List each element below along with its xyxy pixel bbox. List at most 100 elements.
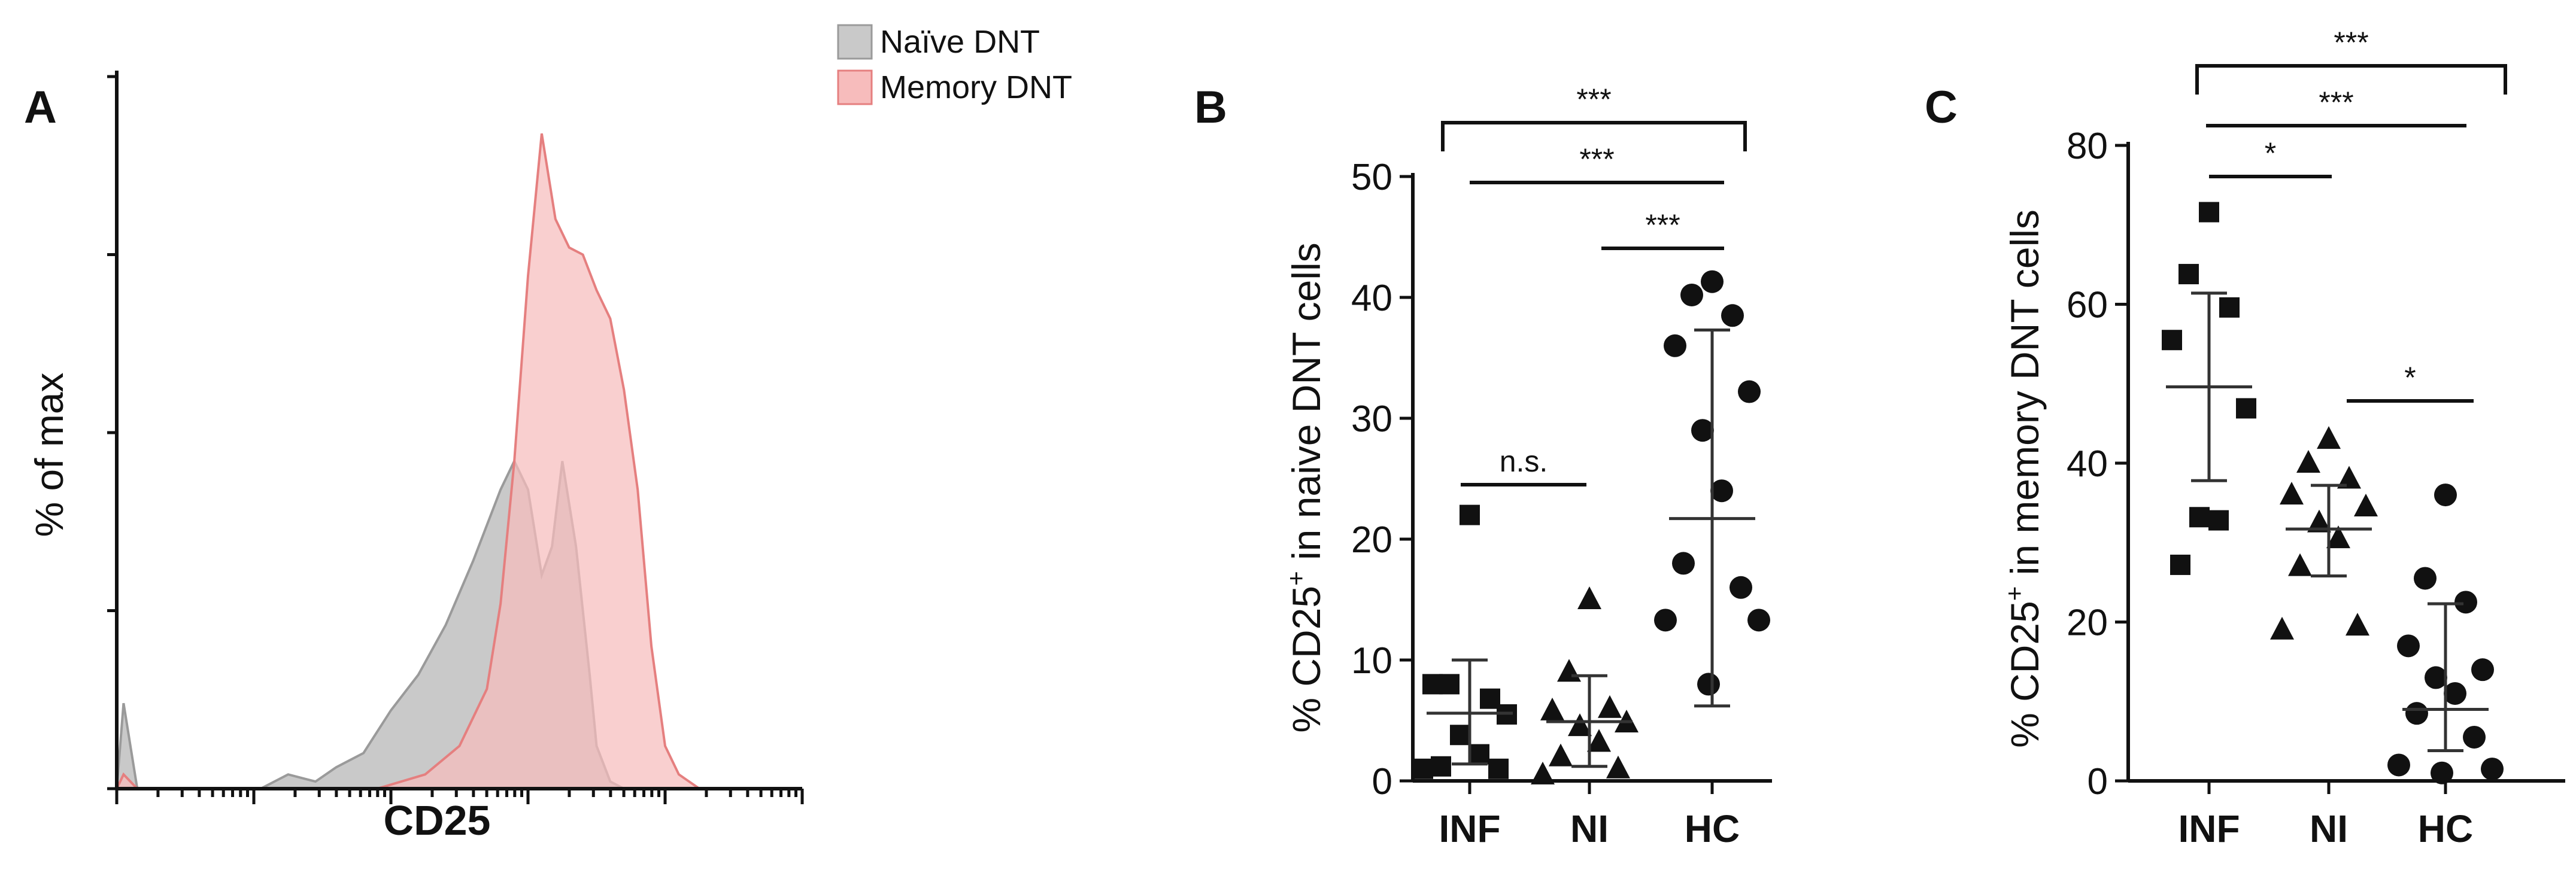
panel-a-xlabel: CD25 (384, 797, 491, 844)
panel-c-ylabel: % CD25+ in memory DNT cells (2000, 209, 2047, 748)
data-point-inf (2219, 297, 2240, 318)
data-point-ni (1598, 695, 1622, 718)
data-point-ni (2270, 616, 2294, 640)
x-tick-label-inf: INF (1439, 807, 1500, 850)
panel-c-letter: C (1925, 82, 1958, 133)
data-point-inf (2170, 554, 2190, 575)
y-tick-label: 50 (1351, 157, 1392, 198)
data-point-inf (1460, 504, 1480, 525)
data-point-inf (2199, 202, 2219, 223)
data-point-inf (2236, 398, 2256, 419)
data-point-inf (2208, 510, 2229, 531)
data-point-hc (2387, 753, 2410, 777)
histogram-axes (107, 71, 804, 804)
data-point-inf (1450, 725, 1470, 746)
data-point-inf (2162, 330, 2182, 351)
histogram-legend: Naïve DNT Memory DNT (837, 24, 1072, 105)
panel-c-ylabel-rest: in memory DNT cells (2002, 209, 2047, 586)
panel-b-ylabel-rest: in naive DNT cells (1284, 242, 1328, 571)
panel-b-letter: B (1194, 82, 1227, 133)
data-point-ni (2288, 553, 2312, 576)
panel-c-ylabel-sup: + (2000, 586, 2028, 601)
legend-label-naive: Naïve DNT (880, 24, 1040, 60)
panel-b-scatter: B % CD25+ in naive DNT cells 0 10 20 30 40 50… (1194, 82, 1772, 850)
data-point-inf (1488, 758, 1509, 779)
y-tick-label: 20 (2067, 603, 2108, 644)
data-point-ni (1587, 729, 1611, 752)
data-point-ni (1577, 586, 1601, 609)
data-point-hc (1738, 380, 1761, 403)
data-point-hc (1710, 479, 1733, 503)
data-point-hc (1747, 609, 1770, 632)
data-point-hc (1701, 270, 1724, 293)
panel-a-ylabel: % of max (27, 372, 71, 537)
x-tick-label-ni: NI (2310, 807, 2348, 850)
data-point-inf (1413, 758, 1433, 779)
data-point-hc (2444, 682, 2466, 705)
data-point-inf (1469, 744, 1489, 765)
significance-label: *** (2319, 86, 2353, 119)
panel-b-ylabel-main: % CD25 (1284, 586, 1328, 733)
y-tick-label: 40 (1351, 278, 1392, 319)
y-tick-label: 0 (2087, 761, 2108, 802)
data-point-hc (1730, 576, 1752, 599)
legend-swatch-naive (837, 24, 873, 60)
x-tick-label-hc: HC (2418, 807, 2473, 850)
data-point-ni (2337, 466, 2361, 489)
data-point-ni (1540, 697, 1564, 720)
x-tick-label-hc: HC (1685, 807, 1740, 850)
significance-label: * (2265, 136, 2276, 170)
y-tick-label: 40 (2067, 443, 2108, 485)
significance-bracket (1441, 121, 1747, 151)
data-point-inf (2189, 507, 2210, 528)
data-point-hc (2397, 634, 2420, 658)
data-point-ni (2317, 426, 2341, 449)
data-point-hc (2414, 567, 2437, 590)
data-point-ni (2354, 494, 2378, 517)
significance-label: n.s. (1500, 445, 1548, 478)
data-point-hc (2431, 761, 2453, 784)
significance-label: * (2404, 361, 2416, 394)
data-point-ni (1606, 755, 1630, 778)
panel-c-ylabel-main: % CD25 (2002, 601, 2047, 748)
panel-c-scatter: C % CD25+ in memory DNT cells 0 20 40 60 80 I… (1925, 26, 2565, 850)
data-point-hc (2471, 658, 2494, 682)
data-point-hc (1691, 419, 1714, 442)
significance-bracket (2195, 64, 2507, 95)
y-tick-label: 80 (2067, 126, 2108, 167)
data-point-ni (2346, 613, 2369, 636)
significance-label: *** (1576, 83, 1611, 116)
y-tick-label: 10 (1351, 640, 1392, 682)
panel-b-ylabel-sup: + (1282, 571, 1310, 586)
panel-a-histogram: A % of max CD25 Naïve DNT Memory DNT (24, 24, 1072, 844)
y-tick-label: 20 (1351, 519, 1392, 561)
data-point-hc (1721, 304, 1744, 327)
data-point-hc (1654, 609, 1677, 632)
legend-swatch-memory (837, 69, 873, 105)
x-tick-label-ni: NI (1570, 807, 1609, 850)
data-point-inf (1422, 674, 1443, 695)
data-point-hc (1664, 334, 1686, 357)
data-point-ni (2307, 509, 2331, 533)
significance-label: *** (1645, 208, 1680, 242)
x-tick-label-inf: INF (2178, 807, 2240, 850)
y-tick-label: 30 (1351, 399, 1392, 440)
y-tick-label: 0 (1372, 761, 1392, 802)
data-point-ni (2326, 525, 2350, 549)
panel-a-letter: A (24, 82, 57, 133)
data-point-hc (2463, 725, 2486, 749)
histogram-areas (114, 133, 703, 790)
data-point-hc (2405, 702, 2428, 725)
panel-b-ylabel: % CD25+ in naive DNT cells (1282, 242, 1328, 732)
data-point-hc (2425, 666, 2447, 689)
data-point-inf (2178, 264, 2199, 285)
significance-label: *** (1579, 142, 1614, 176)
data-point-ni (1557, 659, 1581, 682)
panel-b-plot-area: 0 10 20 30 40 50 INF NI HC n.s. *** *** *** (1351, 83, 1772, 850)
significance-label: *** (2334, 26, 2368, 59)
data-point-ni (2280, 482, 2304, 505)
data-point-ni (2296, 450, 2320, 473)
data-point-ni (1568, 713, 1592, 737)
